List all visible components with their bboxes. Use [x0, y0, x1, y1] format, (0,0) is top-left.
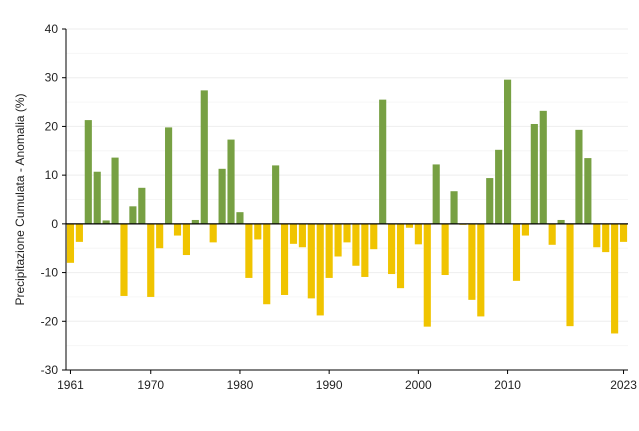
x-tick-label: 2010 — [494, 378, 521, 392]
bar-1998 — [396, 223, 405, 289]
x-tick-label: 1970 — [137, 378, 164, 392]
bar-2008 — [486, 178, 494, 224]
bar-1997 — [388, 223, 396, 275]
bar-1995 — [370, 223, 378, 250]
bars — [66, 79, 628, 334]
bar-1963 — [84, 120, 92, 224]
bar-1987 — [298, 223, 306, 248]
y-tick-label: -10 — [41, 266, 59, 280]
bar-1972 — [165, 127, 173, 224]
y-tick-label: -20 — [41, 314, 59, 328]
bar-2004 — [450, 191, 458, 224]
bar-1976 — [200, 90, 208, 224]
bar-1991 — [334, 223, 342, 257]
bar-2015 — [548, 223, 556, 245]
x-axis: 1961 1970 1980 1990 2000 2010 2023 — [57, 369, 637, 392]
bar-1965 — [102, 220, 110, 224]
bar-1986 — [289, 223, 298, 244]
bar-1969 — [138, 187, 146, 224]
y-axis-label: Precipitazione Cumulata - Anomalia (%) — [13, 93, 27, 305]
bar-1983 — [263, 223, 271, 305]
y-tick-label: -30 — [41, 363, 59, 377]
y-tick-label: 40 — [45, 22, 59, 36]
x-tick-label: 2023 — [610, 378, 637, 392]
bar-1994 — [361, 223, 369, 277]
y-tick-label: 10 — [45, 168, 59, 182]
bar-1990 — [325, 223, 333, 278]
bar-2021 — [602, 223, 610, 253]
y-tick-label: 0 — [51, 217, 58, 231]
bar-1996 — [379, 99, 387, 224]
bar-2001 — [423, 223, 431, 327]
bar-2018 — [575, 129, 583, 224]
bar-2002 — [432, 164, 440, 224]
bar-2009 — [495, 149, 503, 224]
bar-1980 — [236, 212, 244, 224]
y-tick-label: 30 — [45, 71, 59, 85]
bar-1973 — [173, 223, 182, 236]
bar-1988 — [307, 223, 315, 299]
bar-1982 — [254, 223, 262, 240]
bar-2006 — [468, 223, 476, 300]
x-tick-label: 2000 — [405, 378, 432, 392]
x-tick-label: 1990 — [316, 378, 343, 392]
bar-1971 — [156, 223, 164, 249]
bar-1967 — [120, 223, 128, 296]
bar-1992 — [343, 223, 351, 243]
bar-2013 — [530, 123, 538, 224]
bar-1964 — [93, 171, 101, 224]
x-tick-label: 1980 — [227, 378, 254, 392]
bar-1999 — [405, 223, 414, 228]
bar-1975 — [191, 219, 199, 224]
bar-1993 — [352, 223, 360, 266]
y-axis: -30 -20 -10 0 10 20 30 40 — [41, 22, 67, 377]
bar-2010 — [504, 79, 512, 224]
x-tick-label: 1961 — [57, 378, 84, 392]
bar-2000 — [414, 223, 422, 245]
bar-1989 — [316, 223, 324, 316]
y-tick-label: 20 — [45, 119, 59, 133]
bar-2023 — [619, 223, 628, 242]
bar-1985 — [280, 223, 289, 295]
bar-1981 — [245, 223, 253, 278]
bar-2019 — [584, 158, 592, 224]
bar-1962 — [75, 223, 83, 242]
bar-1979 — [227, 139, 235, 224]
bar-1961 — [66, 223, 75, 263]
bar-1968 — [129, 206, 137, 224]
bar-1984 — [272, 165, 280, 224]
bar-2020 — [593, 223, 601, 248]
bar-1966 — [111, 157, 119, 224]
bar-2022 — [611, 223, 619, 334]
bar-1977 — [209, 223, 217, 243]
bar-2017 — [566, 223, 574, 327]
bar-1970 — [147, 223, 155, 297]
bar-2011 — [512, 223, 521, 281]
bar-1978 — [218, 168, 226, 224]
bar-2016 — [557, 219, 565, 224]
bar-2003 — [441, 223, 449, 276]
bar-2012 — [521, 223, 529, 236]
bar-1974 — [182, 223, 190, 256]
bar-2007 — [477, 223, 485, 317]
bar-2014 — [539, 110, 547, 224]
